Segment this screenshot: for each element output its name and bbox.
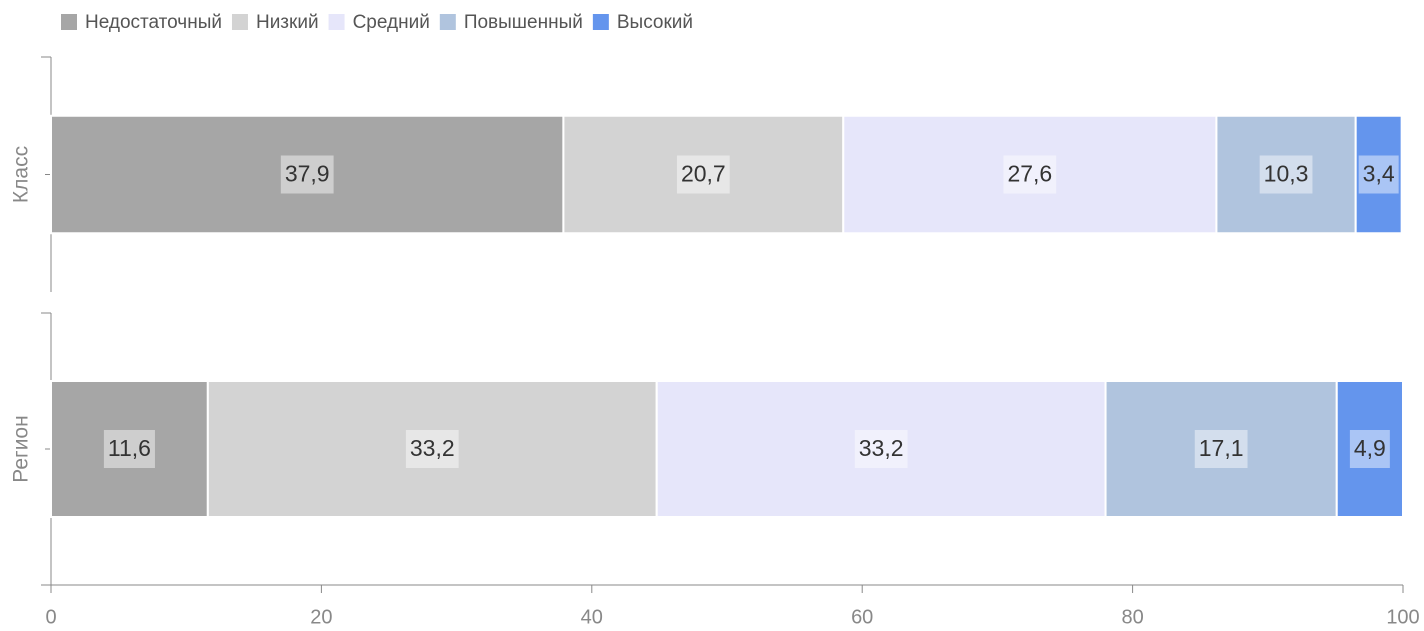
data-label: 4,9 [1354,435,1386,461]
data-label-group: 10,3 [1259,155,1313,194]
x-tick-label: 100 [1386,606,1419,628]
data-label-group: 20,7 [676,155,730,194]
legend-swatch [231,14,248,30]
data-label: 17,1 [1199,435,1244,461]
data-label-group: 33,2 [405,430,459,468]
data-label-bg [1349,430,1390,468]
data-label-bg [676,155,730,194]
bar-segment [50,114,565,235]
data-label-group: 37,9 [280,155,334,194]
x-tick-label: 80 [1121,606,1143,628]
x-tick-label: 0 [45,606,56,628]
legend-label: Повышенный [464,12,583,33]
data-label-group: 3,4 [1358,155,1399,194]
data-label-group: 33,2 [854,430,908,468]
bar-segment [842,114,1218,235]
x-tick-label: 20 [310,606,332,628]
data-label: 10,3 [1264,161,1309,187]
bar-segment [50,380,209,518]
data-label-bg [103,430,155,468]
bar-segment [206,380,658,518]
data-label-bg [1358,155,1399,194]
data-label-bg [1259,155,1313,194]
data-label: 27,6 [1007,161,1052,187]
data-label-group: 11,6 [103,430,155,468]
data-label: 37,9 [285,161,330,187]
legend-label: Высокий [617,12,693,33]
data-label-bg [405,430,459,468]
data-label-bg [1003,155,1057,194]
x-tick-label: 60 [851,606,873,628]
data-label-group: 27,6 [1003,155,1057,194]
legend-swatch [328,14,345,30]
legend-swatch [61,14,77,30]
data-label: 3,4 [1363,161,1395,187]
data-label-bg [280,155,334,194]
data-label-bg [1194,430,1248,468]
y-category-label: Класс [10,146,33,203]
data-label-bg [854,430,908,468]
legend-label: Низкий [256,12,319,33]
data-label: 11,6 [108,435,151,461]
legend-swatch [592,14,609,30]
y-category-label: Регион [10,415,33,482]
bar-segment [1354,114,1403,235]
data-label: 33,2 [859,435,904,461]
bar-segment [1335,380,1404,518]
data-label: 33,2 [410,435,455,461]
data-label-group: 17,1 [1194,430,1248,468]
data-label: 20,7 [681,161,726,187]
bar-segment [1215,114,1357,235]
x-tick-label: 40 [581,606,603,628]
data-label-group: 4,9 [1349,430,1390,468]
legend-label: Недостаточный [85,12,222,33]
bar-segment [655,380,1107,518]
legend-label: Средний [353,12,430,33]
legend-swatch [439,14,456,30]
